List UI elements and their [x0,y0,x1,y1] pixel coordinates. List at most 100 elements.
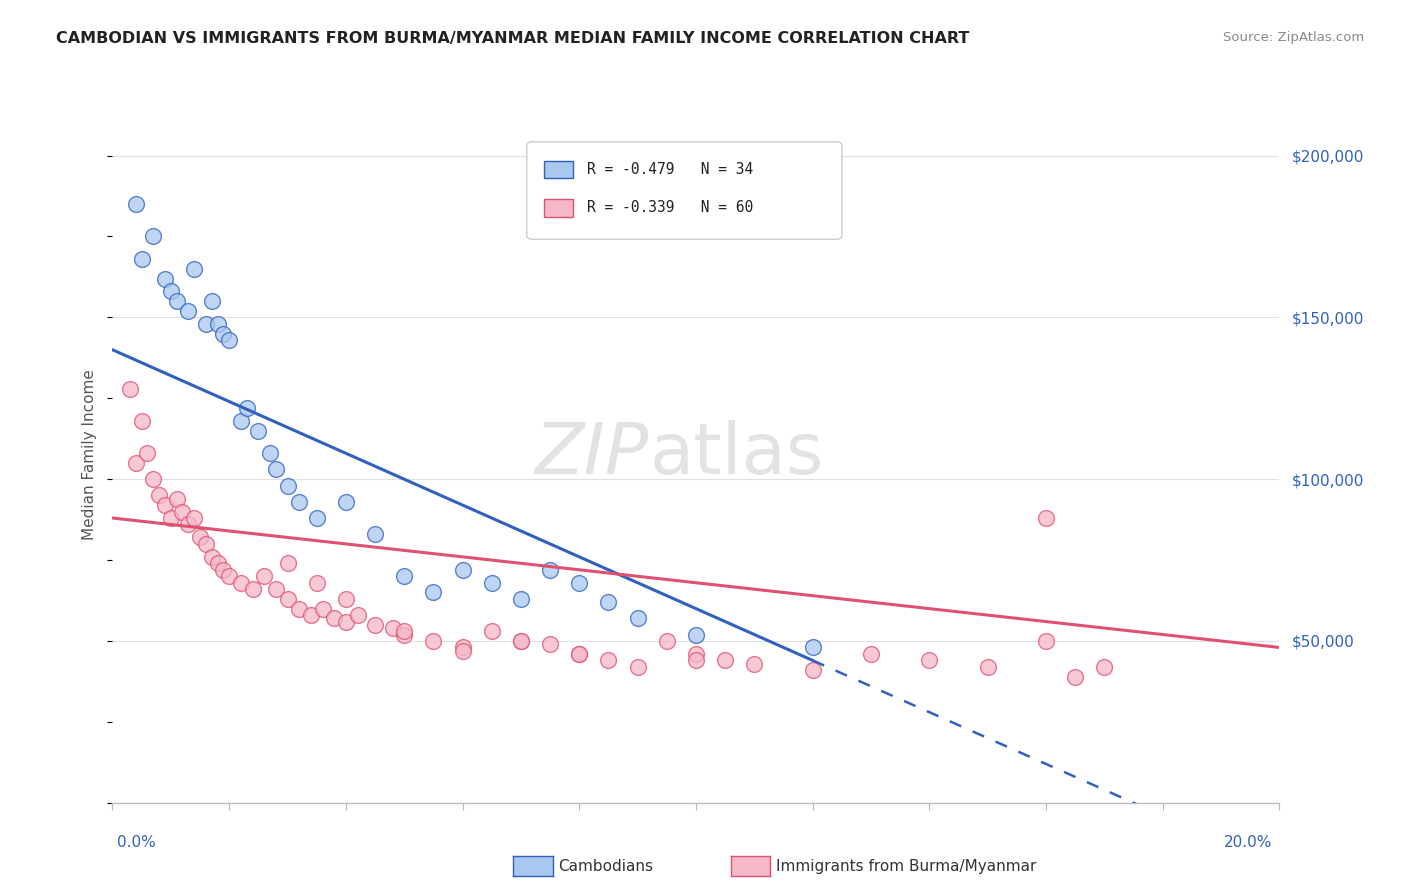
Text: Cambodians: Cambodians [558,859,654,873]
Point [568,647,591,661]
Bar [544,199,574,217]
Point [381,621,404,635]
Point [201,294,224,309]
Point [481,575,503,590]
Point [481,624,503,639]
Point [153,271,176,285]
Point [626,660,648,674]
Point [1035,634,1057,648]
Point [142,229,165,244]
Point [509,634,531,648]
Point [364,527,387,541]
Point [125,456,148,470]
Point [299,608,322,623]
Text: 20.0%: 20.0% [1225,836,1272,850]
Point [276,591,298,606]
Point [242,582,264,597]
Text: 0.0%: 0.0% [117,836,156,850]
Text: R = -0.339   N = 60: R = -0.339 N = 60 [588,201,754,216]
Point [1092,660,1115,674]
Point [148,488,170,502]
Point [801,663,824,677]
Point [451,643,474,657]
Point [142,472,165,486]
Point [714,653,737,667]
Point [801,640,824,655]
Point [172,504,194,518]
Point [183,261,205,276]
Text: Immigrants from Burma/Myanmar: Immigrants from Burma/Myanmar [776,859,1036,873]
Point [305,575,328,590]
Point [160,511,183,525]
Point [1064,670,1087,684]
Point [451,563,474,577]
Point [422,634,444,648]
Point [311,601,333,615]
Point [364,617,387,632]
Point [538,637,561,651]
Point [976,660,998,674]
Point [264,462,287,476]
Point [131,414,153,428]
Point [288,495,311,509]
Point [392,624,416,639]
Point [451,640,474,655]
Point [655,634,678,648]
Point [177,517,200,532]
Point [346,608,368,623]
Point [626,611,648,625]
Point [229,575,252,590]
Point [509,591,531,606]
Point [235,401,257,415]
Point [131,252,153,267]
Text: R = -0.479   N = 34: R = -0.479 N = 34 [588,162,754,178]
Point [276,478,298,492]
Point [288,601,311,615]
Point [335,495,357,509]
Point [125,197,148,211]
Point [218,569,240,583]
Point [259,446,281,460]
Point [568,647,591,661]
Point [229,414,252,428]
Point [276,557,298,571]
Point [1035,511,1057,525]
Point [188,531,211,545]
Point [207,317,229,331]
Point [598,653,620,667]
Point [323,611,346,625]
Point [218,333,240,347]
Point [305,511,328,525]
Point [742,657,765,671]
Point [183,511,205,525]
Point [201,549,224,564]
Point [194,317,217,331]
Point [335,591,357,606]
Point [136,446,159,460]
Bar [544,161,574,178]
Text: Source: ZipAtlas.com: Source: ZipAtlas.com [1223,31,1364,45]
Point [538,563,561,577]
Point [509,634,531,648]
Point [118,382,141,396]
Point [160,285,183,299]
Point [392,569,416,583]
Point [166,491,188,506]
Point [918,653,941,667]
Point [247,424,270,438]
Point [685,647,707,661]
Point [685,653,707,667]
Point [153,498,176,512]
Point [598,595,620,609]
Point [264,582,287,597]
Point [422,585,444,599]
Point [392,627,416,641]
Text: ZIP: ZIP [534,420,650,490]
Y-axis label: Median Family Income: Median Family Income [82,369,97,541]
Point [859,647,883,661]
Point [207,557,229,571]
Point [212,563,235,577]
Point [568,575,591,590]
Point [194,537,217,551]
Point [335,615,357,629]
